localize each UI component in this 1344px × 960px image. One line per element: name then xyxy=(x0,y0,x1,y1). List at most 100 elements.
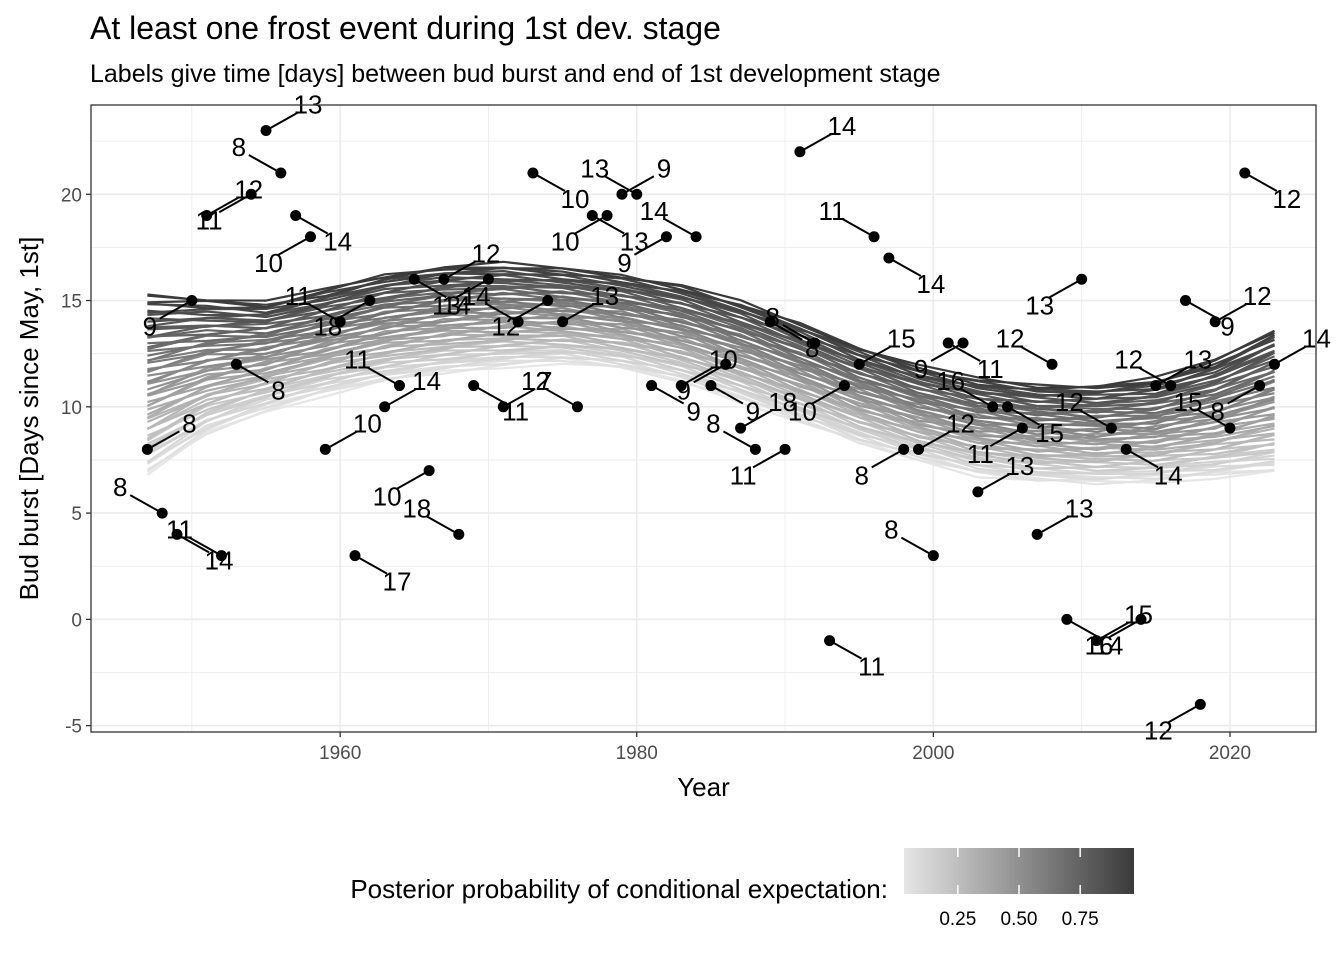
legend-tick-label: 0.25 xyxy=(939,909,976,930)
data-point xyxy=(794,146,806,158)
leader-line xyxy=(443,260,477,281)
leader-line xyxy=(930,342,964,362)
leader-line xyxy=(574,214,608,235)
data-point xyxy=(260,125,272,137)
point-label: 14 xyxy=(640,196,669,226)
data-point xyxy=(660,231,672,243)
point-label: 13 xyxy=(1025,290,1054,320)
point-label: 14 xyxy=(412,366,441,396)
plot-border xyxy=(90,104,1317,733)
leader-line xyxy=(740,409,774,429)
point-label: 8 xyxy=(884,515,898,545)
point-label: 12 xyxy=(1243,281,1272,311)
point-label: 15 xyxy=(1124,600,1153,630)
data-point xyxy=(319,443,331,455)
data-point xyxy=(1239,167,1251,179)
chart-title: At least one frost event during 1st dev.… xyxy=(90,10,721,46)
data-point xyxy=(957,337,969,349)
data-point xyxy=(675,380,687,392)
point-label: 11 xyxy=(502,397,529,427)
legend-tick-label: 0.75 xyxy=(1062,909,1099,930)
leader-line xyxy=(900,536,934,557)
posterior-curve xyxy=(147,272,1276,393)
leader-line xyxy=(473,384,507,405)
legend-tick-label: 0.50 xyxy=(1001,909,1038,930)
point-label: 12 xyxy=(234,175,263,205)
y-tick-label: 20 xyxy=(61,185,82,206)
leader-line xyxy=(633,235,667,256)
data-point xyxy=(720,358,732,370)
leader-line xyxy=(947,342,981,362)
point-label: 11 xyxy=(858,652,885,682)
point-label: 16 xyxy=(1085,630,1114,660)
point-label: 10 xyxy=(551,227,580,257)
data-point xyxy=(349,550,361,562)
data-point xyxy=(1135,613,1147,625)
leader-line xyxy=(591,214,625,235)
leader-line xyxy=(829,639,863,660)
point-label: 12 xyxy=(491,312,520,342)
data-point xyxy=(883,252,895,264)
data-point xyxy=(482,273,494,285)
point-label: 10 xyxy=(709,345,738,375)
leader-line xyxy=(485,302,519,323)
data-point xyxy=(1254,380,1266,392)
point-label: 8 xyxy=(271,375,285,405)
point-label: 12 xyxy=(996,323,1025,353)
point-label: 11 xyxy=(977,354,1004,384)
leader-line xyxy=(206,196,240,217)
point-label: 12 xyxy=(1055,387,1084,417)
point-label: 10 xyxy=(373,482,402,512)
leader-line xyxy=(337,299,371,320)
point-label: 10 xyxy=(353,408,382,438)
leader-line xyxy=(888,257,922,277)
posterior-curve xyxy=(146,337,1275,459)
point-label: 12 xyxy=(521,366,550,396)
leader-line xyxy=(455,278,489,299)
data-point xyxy=(230,358,242,370)
leader-line xyxy=(295,214,329,235)
data-point xyxy=(1061,613,1073,625)
chart-subtitle: Labels give time [days] between bud burs… xyxy=(90,60,941,88)
leader-line xyxy=(782,324,816,344)
data-point xyxy=(898,443,910,455)
point-label: 7 xyxy=(538,366,552,396)
data-point xyxy=(646,380,658,392)
data-point xyxy=(1091,635,1103,647)
data-point xyxy=(913,443,925,455)
leader-line xyxy=(960,387,994,408)
point-label: 11 xyxy=(730,460,757,490)
leader-line xyxy=(396,469,430,490)
leader-line xyxy=(278,235,311,256)
data-point xyxy=(690,231,702,243)
point-label: 9 xyxy=(686,397,700,427)
point-label: 13 xyxy=(620,227,649,257)
data-point xyxy=(616,188,628,200)
data-point xyxy=(512,316,524,328)
leader-line xyxy=(858,345,892,366)
leader-line xyxy=(651,384,685,405)
label-leader-lines xyxy=(129,111,1307,724)
leader-line xyxy=(544,387,578,408)
data-point xyxy=(1179,295,1191,307)
leader-line xyxy=(1138,366,1172,387)
leader-line xyxy=(710,384,744,405)
leader-line xyxy=(532,172,566,192)
leader-line xyxy=(871,448,905,469)
data-point xyxy=(927,550,939,562)
data-point xyxy=(987,401,999,413)
point-label: 12 xyxy=(472,238,501,268)
leader-line xyxy=(918,430,952,451)
data-point xyxy=(1165,380,1177,392)
data-point xyxy=(304,231,316,243)
data-point xyxy=(141,443,153,455)
data-point xyxy=(557,316,569,328)
leader-line xyxy=(1167,703,1201,724)
x-tick-label: 2020 xyxy=(1209,743,1251,764)
leader-line xyxy=(1019,345,1053,366)
point-label: 9 xyxy=(746,397,760,427)
point-label: 18 xyxy=(768,387,797,417)
data-point xyxy=(601,210,613,222)
leader-line xyxy=(1036,515,1070,536)
data-point xyxy=(1046,358,1058,370)
